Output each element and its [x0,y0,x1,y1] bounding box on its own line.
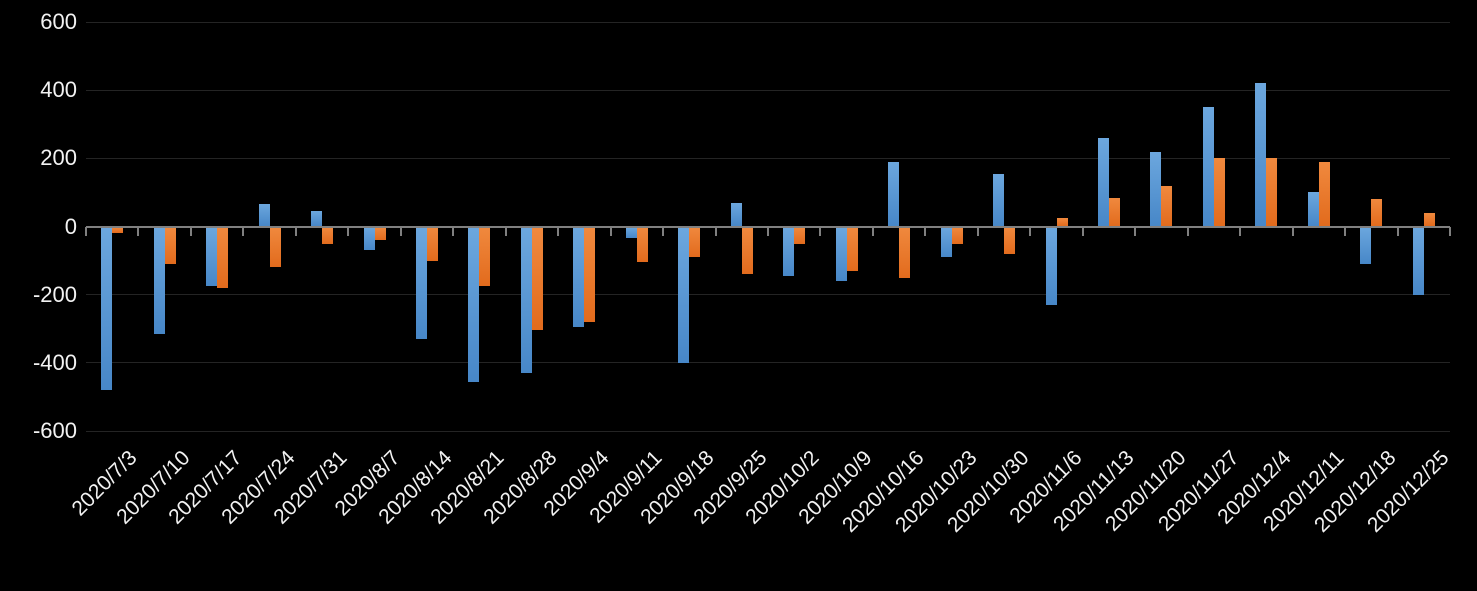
orange-series-bar [689,226,701,258]
orange-series-bar [1109,197,1120,227]
orange-series-bar [1266,158,1278,227]
blue-series-bar [573,226,585,328]
y-axis-tick-label: -600 [32,418,77,443]
orange-series-bar [794,226,806,244]
y-axis-tick-label: -400 [32,349,77,375]
blue-series-bar [888,161,900,227]
y-gridline [86,157,1450,159]
axis-tick-mark [452,226,455,236]
y-axis-tick-label: 400 [40,77,77,103]
orange-series-bar [479,226,491,287]
axis-tick-mark [1344,226,1347,236]
y-gridline [86,430,1450,432]
orange-series-bar [1004,226,1016,254]
axis-tick-mark [767,226,769,236]
orange-series-bar [427,226,438,261]
blue-series-bar [1360,226,1372,264]
orange-series-bar [846,226,858,271]
y-axis-tick-label: 200 [40,145,77,171]
orange-series-bar [951,226,963,244]
axis-tick-mark [1449,226,1451,236]
blue-series-bar [468,226,480,382]
blue-series-bar [993,173,1005,227]
orange-series-bar [269,226,281,268]
orange-series-bar [1213,158,1225,227]
blue-series-bar [783,226,795,276]
axis-tick-mark [871,226,874,236]
blue-series-bar [1307,192,1319,227]
blue-series-bar [1412,226,1424,295]
axis-tick-mark [1239,226,1242,236]
y-axis-tick-label: 0 [64,213,77,239]
blue-series-bar [1202,107,1214,227]
orange-series-bar [374,226,386,241]
orange-series-bar [1371,199,1383,227]
orange-series-bar [1318,161,1330,227]
axis-tick-mark [347,226,350,236]
orange-series-bar [322,226,334,244]
blue-series-bar [730,202,742,227]
orange-series-bar [1056,217,1068,227]
orange-series-bar [164,226,176,264]
blue-series-bar [416,226,427,339]
axis-tick-mark [399,226,402,236]
blue-series-bar [101,226,113,391]
axis-tick-mark [1396,226,1399,236]
axis-tick-mark [242,226,245,236]
y-gridline [86,294,1450,296]
orange-series-bar [531,226,543,331]
y-gridline [86,89,1450,91]
axis-tick-mark [85,226,87,236]
blue-series-bar [940,226,952,258]
blue-series-bar [258,204,270,227]
axis-tick-mark [1134,226,1137,236]
y-gridline [86,21,1450,23]
blue-series-bar [678,226,690,363]
axis-tick-mark [819,226,822,236]
blue-series-bar [153,226,165,334]
axis-tick-mark [924,226,927,236]
axis-tick-mark [294,226,297,236]
orange-series-bar [636,226,648,263]
axis-tick-mark [662,226,665,236]
axis-tick-mark [1186,226,1189,236]
blue-series-bar [1098,137,1109,227]
axis-tick-mark [609,226,612,236]
axis-tick-mark [137,226,140,236]
blue-series-bar [1255,83,1267,227]
blue-series-bar [311,211,323,227]
axis-tick-mark [714,226,717,236]
orange-series-bar [112,226,124,234]
blue-series-bar [835,226,847,282]
y-axis-tick-label: -200 [32,281,77,307]
orange-series-bar [217,226,229,288]
axis-tick-mark [1029,226,1032,236]
orange-series-bar [1161,185,1173,227]
orange-series-bar [899,226,911,278]
blue-series-bar [206,226,218,287]
orange-series-bar [1423,212,1435,227]
axis-tick-mark [504,226,507,236]
orange-series-bar [584,226,596,322]
axis-tick-mark [976,226,979,236]
blue-series-bar [363,226,375,251]
blue-series-bar [1150,151,1162,227]
axis-tick-mark [1291,226,1294,236]
y-gridline [86,362,1450,364]
blue-series-bar [520,226,532,374]
orange-series-bar [741,226,753,275]
axis-tick-mark [189,226,192,236]
blue-series-bar [1045,226,1057,305]
y-axis-tick-label: 600 [40,9,77,34]
axis-tick-mark [1081,226,1084,236]
axis-tick-mark [557,226,560,236]
blue-series-bar [625,226,637,239]
